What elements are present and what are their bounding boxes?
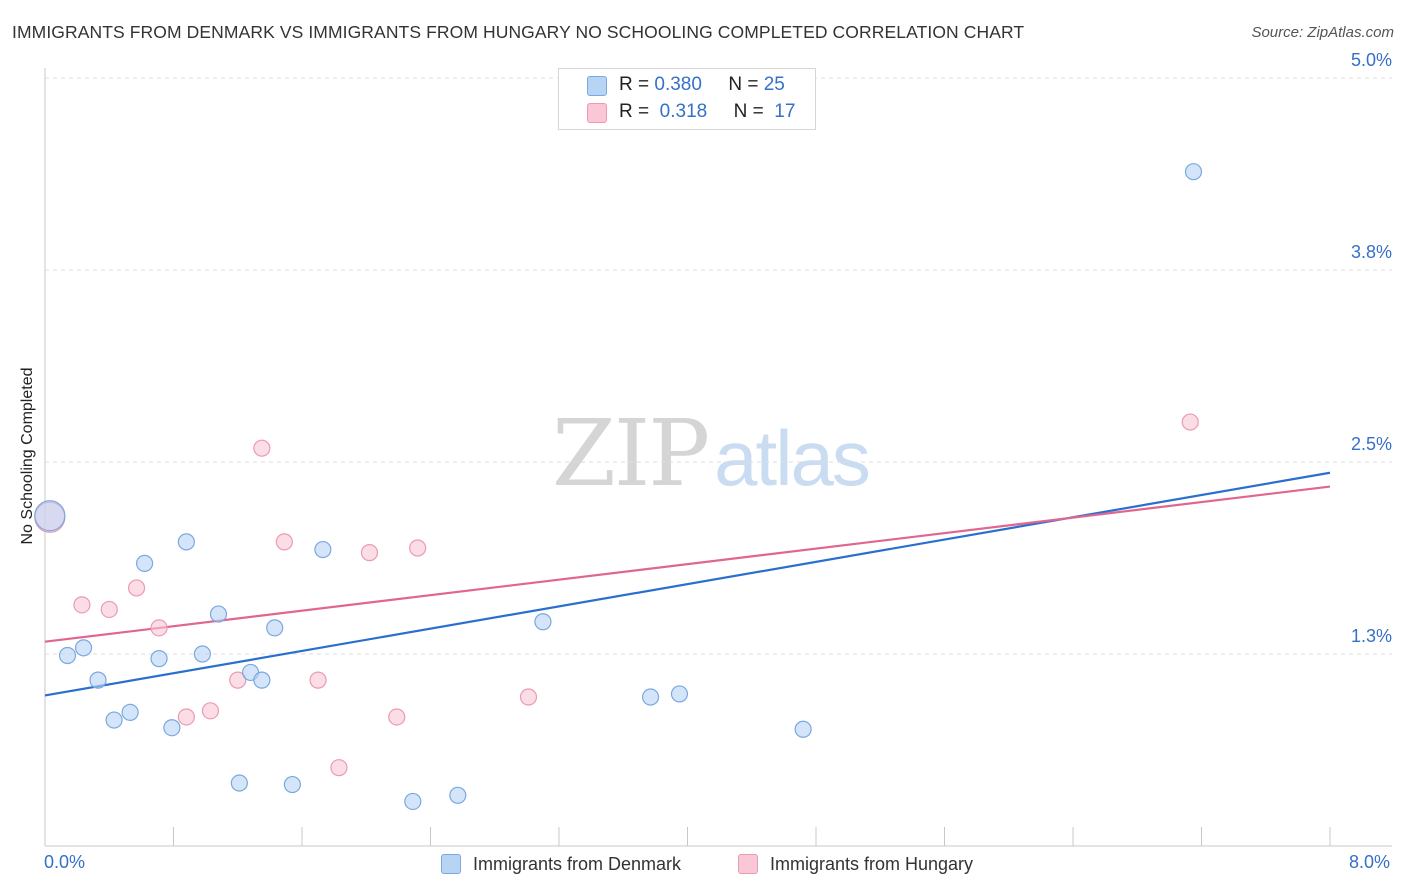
data-point-hungary [229, 671, 247, 689]
data-point-hungary [100, 600, 118, 619]
data-point-denmark [135, 554, 154, 572]
x-tick-max: 8.0% [1349, 852, 1391, 872]
series-swatch-denmark [441, 854, 461, 874]
data-point-hungary [1181, 413, 1199, 431]
source-credit: Source: ZipAtlas.com [1251, 24, 1394, 41]
y-axis-label: No Schooling Completed [19, 367, 36, 545]
legend-text-denmark: R = 0.380 N = 25 [619, 74, 785, 96]
data-point-denmark [1184, 163, 1203, 181]
series-legend-hungary: Immigrants from Hungary [738, 852, 973, 876]
data-point-denmark [534, 613, 552, 631]
data-point-hungary [330, 759, 348, 777]
data-point-hungary [519, 688, 538, 706]
data-point-denmark [150, 650, 168, 668]
data-point-denmark [105, 711, 123, 729]
data-point-denmark [641, 688, 660, 706]
axes [44, 68, 1392, 847]
watermark: ZIPatlas [552, 400, 871, 507]
y-tick-label: 5.0% [1351, 50, 1392, 70]
data-point-denmark [449, 786, 467, 804]
data-point-denmark [230, 774, 248, 792]
series-label-hungary: Immigrants from Hungary [770, 853, 974, 874]
watermark-zip: ZIP [552, 400, 710, 507]
legend-n-label: N = [733, 101, 764, 122]
x-tick-min: 0.0% [44, 852, 86, 872]
data-point-denmark [58, 646, 77, 665]
data-point-denmark [794, 720, 812, 738]
legend-r-label: R = [619, 101, 650, 122]
trend-line-hungary [44, 485, 1331, 643]
y-tick-label: 1.3% [1351, 626, 1392, 646]
data-point-hungary [360, 544, 379, 562]
data-point-hungary [275, 533, 293, 551]
y-tick-label: 2.5% [1351, 434, 1392, 454]
legend-swatch-hungary [587, 103, 607, 123]
trend-line-denmark [44, 471, 1331, 697]
data-point-hungary [309, 671, 327, 689]
data-point-denmark [193, 645, 212, 663]
data-point-denmark [177, 533, 195, 551]
data-point-denmark [89, 671, 107, 689]
series-legend-denmark: Immigrants from Denmark [441, 852, 681, 876]
data-point-denmark [163, 719, 181, 737]
data-point-denmark [34, 500, 66, 532]
chart-title: IMMIGRANTS FROM DENMARK VS IMMIGRANTS FR… [12, 22, 1025, 42]
data-point-hungary [73, 596, 91, 614]
series-label-denmark: Immigrants from Denmark [473, 853, 682, 874]
data-point-denmark [266, 619, 284, 637]
data-point-denmark [670, 685, 689, 703]
legend-r-value: 0.380 [654, 74, 702, 95]
correlation-legend: R = 0.380 N = 25 R = 0.318 N = 17 [558, 68, 816, 130]
data-point-hungary [177, 708, 195, 726]
data-point-hungary [201, 702, 220, 720]
data-point-hungary [388, 708, 406, 726]
data-point-denmark [314, 540, 332, 559]
data-point-hungary [253, 439, 271, 457]
data-point-denmark [74, 639, 93, 657]
legend-r-value: 0.318 [659, 101, 708, 122]
legend-r-label: R = [619, 74, 650, 95]
trend-lines [44, 471, 1331, 697]
legend-swatch-denmark [587, 76, 607, 96]
legend-n-label: N = [728, 74, 759, 95]
y-tick-labels: 1.3% 2.5% 3.8% 5.0% [1351, 50, 1392, 646]
data-point-denmark [283, 775, 301, 794]
data-points [34, 163, 1203, 811]
series-swatch-hungary [738, 854, 758, 874]
data-point-denmark [404, 792, 422, 811]
y-tick-label: 3.8% [1351, 242, 1392, 262]
data-point-hungary [409, 539, 427, 557]
data-point-hungary [127, 579, 146, 597]
data-point-denmark [121, 703, 139, 721]
data-point-denmark [253, 671, 271, 689]
legend-n-value: 25 [763, 74, 785, 95]
watermark-atlas: atlas [714, 414, 871, 502]
legend-n-value: 17 [774, 101, 796, 122]
data-point-denmark [209, 605, 228, 623]
legend-text-hungary: R = 0.318 N = 17 [619, 101, 795, 123]
data-point-hungary [150, 619, 168, 637]
